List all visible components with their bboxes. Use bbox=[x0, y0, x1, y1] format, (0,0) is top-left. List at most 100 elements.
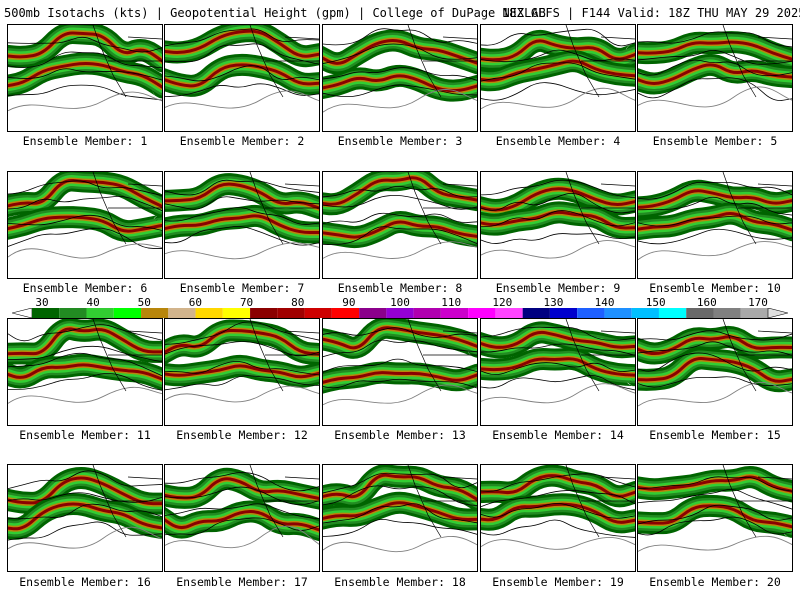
height-contour bbox=[8, 324, 162, 342]
height-contour bbox=[323, 186, 477, 198]
height-contour bbox=[323, 28, 477, 46]
colorbar-tick-label: 100 bbox=[390, 296, 410, 309]
colorbar-swatch bbox=[658, 308, 687, 318]
colorbar-swatch bbox=[32, 308, 60, 318]
colorbar-swatch bbox=[522, 308, 550, 318]
height-contour bbox=[8, 84, 162, 101]
map-plot bbox=[165, 465, 319, 549]
height-contour bbox=[638, 476, 792, 492]
colorbar-tick-label: 120 bbox=[492, 296, 513, 309]
isotach-band bbox=[481, 330, 635, 349]
ensemble-member-label: Ensemble Member: 13 bbox=[334, 428, 466, 442]
coastline bbox=[249, 319, 319, 392]
map-plot bbox=[481, 319, 635, 404]
height-contour bbox=[8, 470, 162, 490]
ensemble-map-3 bbox=[322, 24, 478, 132]
ensemble-member-label: Ensemble Member: 19 bbox=[492, 575, 624, 589]
height-contour bbox=[638, 376, 792, 388]
ensemble-map-16 bbox=[7, 464, 163, 572]
map-plot bbox=[323, 319, 477, 406]
colorbar-swatches bbox=[12, 308, 788, 318]
isotach-band bbox=[165, 364, 319, 379]
height-contour bbox=[165, 321, 319, 345]
coastline bbox=[407, 319, 477, 392]
height-contour bbox=[165, 43, 319, 65]
coastline bbox=[249, 172, 319, 245]
gray-contour bbox=[8, 243, 162, 259]
map-plot bbox=[481, 25, 635, 110]
height-contour bbox=[165, 196, 319, 210]
isotach-band bbox=[323, 74, 477, 93]
height-contour bbox=[8, 196, 162, 211]
colorbar-tick-label: 70 bbox=[239, 296, 254, 309]
isotach-band bbox=[638, 189, 792, 209]
height-contour bbox=[165, 226, 319, 246]
isotach-band bbox=[8, 215, 162, 233]
ensemble-member-label: Ensemble Member: 3 bbox=[337, 134, 463, 148]
height-contour bbox=[165, 503, 319, 520]
gray-contour bbox=[8, 526, 162, 550]
colorbar-tick-label: 130 bbox=[543, 296, 564, 309]
colorbar-tick-label: 40 bbox=[86, 296, 100, 309]
colorbar-swatch bbox=[713, 308, 741, 318]
coastline bbox=[722, 172, 792, 245]
colorbar-tick-label: 110 bbox=[441, 296, 462, 309]
height-contour bbox=[638, 77, 792, 101]
gray-contour bbox=[323, 89, 477, 113]
ensemble-map-10 bbox=[637, 171, 793, 279]
height-contour bbox=[323, 84, 477, 98]
product-title: 500mb Isotachs (kts) | Geopotential Heig… bbox=[4, 6, 546, 20]
ensemble-map-2 bbox=[164, 24, 320, 132]
gray-contour bbox=[8, 91, 162, 112]
gray-contour bbox=[638, 535, 792, 552]
map-plot bbox=[8, 25, 162, 112]
height-contour bbox=[8, 214, 162, 231]
ensemble-map-6 bbox=[7, 171, 163, 279]
height-contour bbox=[481, 343, 635, 356]
height-contour bbox=[8, 503, 162, 520]
map-plot bbox=[165, 172, 319, 260]
ensemble-map-5 bbox=[637, 24, 793, 132]
isotach-band bbox=[638, 40, 792, 61]
isotach-band bbox=[638, 475, 792, 493]
height-contour bbox=[481, 375, 635, 391]
gray-contour bbox=[165, 385, 319, 403]
ensemble-map-4 bbox=[480, 24, 636, 132]
colorbar-tick-label: 50 bbox=[137, 296, 151, 309]
ensemble-map-12 bbox=[164, 318, 320, 426]
colorbar-tick-label: 80 bbox=[291, 296, 305, 309]
ensemble-member-label: Ensemble Member: 14 bbox=[492, 428, 624, 442]
map-plot bbox=[481, 465, 635, 550]
height-contour bbox=[638, 516, 792, 536]
coastline bbox=[92, 465, 162, 538]
map-plot bbox=[323, 172, 477, 259]
map-plot bbox=[323, 465, 477, 552]
colorbar-swatch bbox=[250, 308, 278, 318]
height-contour bbox=[638, 504, 792, 525]
coastline bbox=[722, 465, 792, 538]
isotach-band bbox=[638, 335, 792, 356]
gray-contour bbox=[165, 525, 319, 549]
ensemble-member-label: Ensemble Member: 11 bbox=[19, 428, 151, 442]
height-contour bbox=[8, 345, 162, 363]
height-contour bbox=[8, 180, 162, 197]
coastline bbox=[565, 172, 635, 245]
ensemble-map-13 bbox=[322, 318, 478, 426]
isotach-band bbox=[323, 220, 477, 239]
isotach-band bbox=[481, 474, 635, 498]
map-plot bbox=[638, 465, 792, 552]
ensemble-member-label: Ensemble Member: 6 bbox=[22, 281, 148, 295]
ensemble-map-20 bbox=[637, 464, 793, 572]
ensemble-member-label: Ensemble Member: 12 bbox=[176, 428, 308, 442]
colorbar-swatch bbox=[740, 308, 768, 318]
colorbar-swatch bbox=[386, 308, 414, 318]
header-bar: 500mb Isotachs (kts) | Geopotential Heig… bbox=[0, 0, 800, 22]
ensemble-member-label: Ensemble Member: 17 bbox=[176, 575, 308, 589]
gray-contour bbox=[323, 241, 477, 259]
coastline bbox=[249, 25, 319, 98]
ensemble-member-label: Ensemble Member: 16 bbox=[19, 575, 151, 589]
coastline bbox=[92, 172, 162, 245]
colorbar-swatch bbox=[331, 308, 360, 318]
height-contour bbox=[323, 212, 477, 225]
gray-contour bbox=[323, 536, 477, 552]
